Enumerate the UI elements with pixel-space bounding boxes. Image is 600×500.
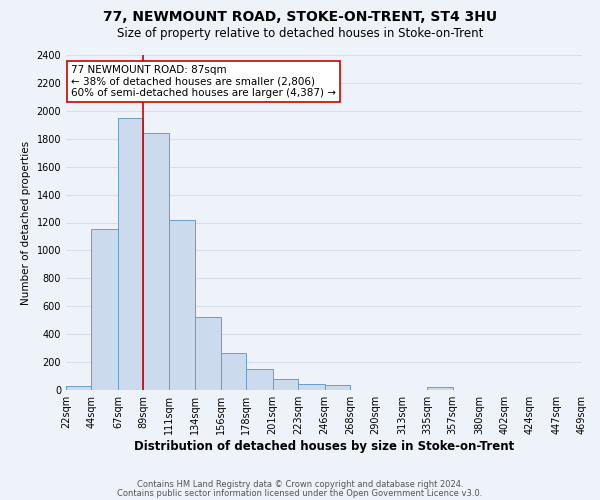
- Bar: [66, 386, 91, 390]
- X-axis label: Distribution of detached houses by size in Stoke-on-Trent: Distribution of detached houses by size …: [134, 440, 514, 453]
- Bar: [298, 384, 325, 390]
- Bar: [272, 379, 298, 390]
- Bar: [118, 118, 143, 390]
- Text: Size of property relative to detached houses in Stoke-on-Trent: Size of property relative to detached ho…: [117, 28, 483, 40]
- Bar: [325, 385, 350, 390]
- Bar: [169, 220, 195, 390]
- Bar: [91, 230, 118, 390]
- Bar: [427, 387, 453, 390]
- Bar: [143, 133, 169, 390]
- Text: Contains public sector information licensed under the Open Government Licence v3: Contains public sector information licen…: [118, 489, 482, 498]
- Text: 77 NEWMOUNT ROAD: 87sqm
← 38% of detached houses are smaller (2,806)
60% of semi: 77 NEWMOUNT ROAD: 87sqm ← 38% of detache…: [71, 65, 336, 98]
- Bar: [246, 369, 272, 390]
- Bar: [195, 318, 221, 390]
- Y-axis label: Number of detached properties: Number of detached properties: [21, 140, 31, 304]
- Text: Contains HM Land Registry data © Crown copyright and database right 2024.: Contains HM Land Registry data © Crown c…: [137, 480, 463, 489]
- Text: 77, NEWMOUNT ROAD, STOKE-ON-TRENT, ST4 3HU: 77, NEWMOUNT ROAD, STOKE-ON-TRENT, ST4 3…: [103, 10, 497, 24]
- Bar: [221, 353, 246, 390]
